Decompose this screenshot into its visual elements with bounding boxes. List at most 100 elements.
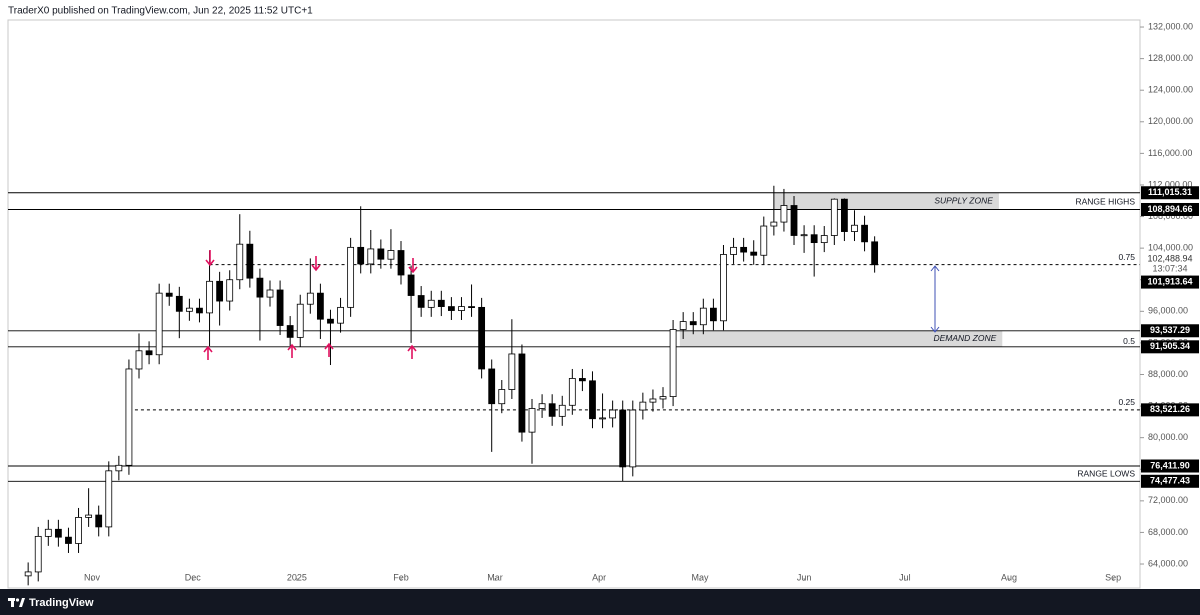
y-tick-label: 104,000.00: [1148, 243, 1193, 253]
price-box: [1141, 324, 1199, 338]
candle-body: [669, 329, 677, 398]
candle-body: [75, 517, 82, 544]
candle-body: [286, 325, 294, 338]
candle-body: [518, 353, 526, 433]
candle-body: [780, 205, 788, 223]
range-arrow: [930, 265, 940, 333]
candle-body: [810, 234, 818, 244]
range-note: RANGE LOWS: [1077, 469, 1135, 479]
footer-bar: [0, 589, 1200, 615]
candle-body: [155, 292, 163, 356]
price-box-label: 111,015.31: [1148, 187, 1192, 197]
candle-body: [65, 536, 72, 544]
candle-body: [820, 235, 828, 244]
pink-arrow-down: [408, 258, 418, 274]
candle-body: [649, 398, 657, 403]
y-tick-label: 88,000.00: [1148, 369, 1188, 379]
candle-body: [790, 205, 798, 236]
zone-label: DEMAND ZONE: [933, 333, 996, 343]
x-tick-label: Apr: [592, 572, 606, 582]
candle-body: [115, 464, 123, 472]
candle-body: [488, 368, 496, 405]
x-tick-label: Jun: [797, 572, 812, 582]
x-tick-label: Dec: [185, 572, 202, 582]
candle-body: [710, 307, 717, 322]
candle-body: [337, 306, 344, 324]
y-tick-label: 124,000.00: [1148, 85, 1193, 95]
candle-body: [347, 246, 355, 308]
candle-body: [861, 224, 868, 243]
candle-body: [800, 234, 808, 237]
zone: [679, 330, 1003, 347]
candle-body: [185, 307, 193, 312]
candle-body: [236, 243, 244, 281]
price-box: [1141, 340, 1199, 354]
x-tick-label: Nov: [84, 572, 101, 582]
price-box-label: 101,913.64: [1147, 276, 1192, 286]
header: TraderX0 published on TradingView.com, J…: [8, 6, 313, 17]
y-tick-label: 64,000.00: [1148, 558, 1188, 568]
candle-body: [175, 295, 183, 312]
candle-body: [679, 321, 687, 330]
candle-body: [478, 306, 486, 370]
candle-body: [266, 289, 274, 298]
candle-body: [316, 292, 324, 320]
candle-body: [24, 571, 32, 577]
candle-body: [125, 368, 133, 466]
y-tick-label: 72,000.00: [1148, 495, 1188, 505]
pink-arrow-up: [324, 342, 334, 357]
candle-body: [196, 307, 203, 314]
fib-label: 0.25: [1118, 397, 1135, 407]
candle-body: [246, 243, 254, 279]
x-tick-label: Feb: [393, 572, 409, 582]
fib-label: 0.75: [1118, 252, 1135, 262]
fib-label: 0.5: [1123, 336, 1135, 346]
price-box-label: 108,894.66: [1147, 204, 1192, 214]
zone: [773, 192, 999, 210]
candle-body: [599, 417, 606, 420]
candle-body: [397, 250, 405, 276]
price-box: [1141, 474, 1199, 488]
candle-body: [44, 528, 52, 537]
x-tick-label: Jul: [899, 572, 911, 582]
candle-body: [508, 353, 516, 390]
candle-body: [770, 221, 778, 227]
candle-body: [568, 378, 576, 406]
last-price-label: 102,488.94: [1147, 253, 1192, 263]
countdown: 13:07:34: [1152, 263, 1187, 273]
candle-body: [85, 514, 93, 518]
y-tick-label: 132,000.00: [1148, 21, 1193, 31]
price-box: [1141, 275, 1199, 289]
candle-body: [54, 528, 62, 538]
brand: TradingView: [29, 597, 94, 609]
candle-body: [558, 404, 566, 417]
candle-body: [437, 299, 445, 307]
candle-body: [357, 246, 365, 265]
pink-arrow-down: [205, 250, 215, 267]
candle-body: [447, 306, 455, 311]
candle-body: [730, 246, 737, 255]
candle-body: [256, 277, 264, 298]
price-box-label: 76,411.90: [1150, 460, 1190, 470]
measure-arrow: [930, 265, 940, 333]
candle-body: [689, 321, 697, 326]
x-tick-label: Aug: [1001, 572, 1017, 582]
y-tick-label: 128,000.00: [1148, 53, 1193, 63]
candle-body: [740, 246, 748, 253]
candle-body: [528, 408, 536, 433]
candle-body: [609, 409, 617, 419]
x-tick-label: Mar: [487, 572, 503, 582]
candle-body: [276, 289, 284, 326]
price-box-label: 74,477.43: [1150, 476, 1190, 486]
candle-body: [226, 279, 234, 302]
candle-body: [468, 306, 475, 308]
logo-part: [15, 598, 20, 602]
price-box: [1141, 202, 1199, 216]
price-box-label: 83,521.26: [1150, 404, 1190, 414]
range-note: RANGE HIGHS: [1075, 197, 1135, 207]
candle-body: [498, 389, 506, 405]
candle-body: [760, 225, 768, 256]
zone-label: SUPPLY ZONE: [934, 195, 993, 205]
candle-body: [659, 396, 667, 400]
